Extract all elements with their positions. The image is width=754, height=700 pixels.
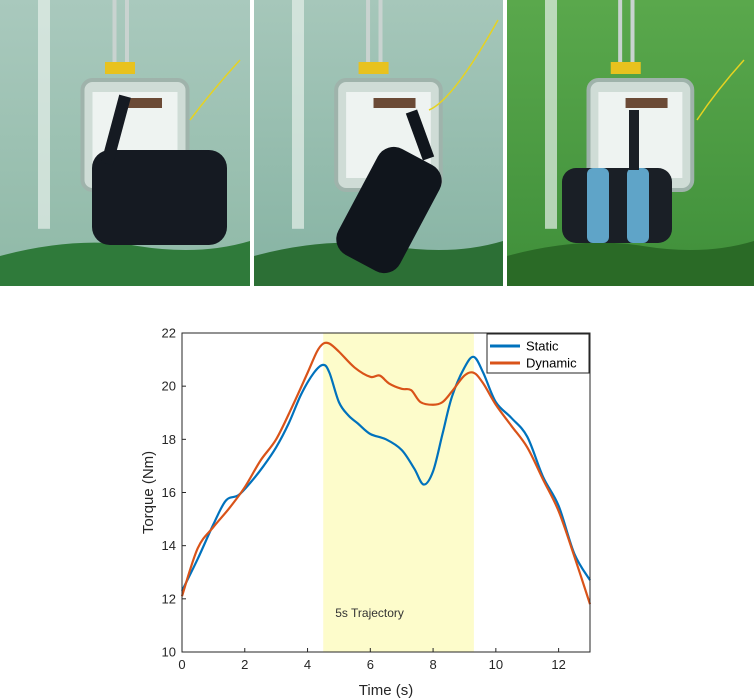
legend-box (486, 333, 590, 374)
trajectory-shaded-region (323, 333, 474, 652)
x-tick-label: 10 (489, 657, 503, 672)
robot-grasp-photo-3 (507, 0, 754, 286)
x-tick-label: 12 (551, 657, 565, 672)
robot-grasp-photo-1 (0, 0, 250, 286)
x-tick-label: 2 (241, 657, 248, 672)
x-tick-label: 0 (178, 657, 185, 672)
series-line-static (181, 355, 591, 592)
x-axis-label: Time (s) (359, 682, 413, 699)
series-line-dynamic (180, 341, 592, 605)
y-tick-label: 20 (162, 379, 176, 394)
y-axis-label: Torque (Nm) (140, 451, 157, 534)
legend-label-static: Static (526, 339, 559, 354)
y-tick-label: 12 (162, 591, 176, 606)
legend: Static Dynamic (486, 333, 590, 374)
robot-grasp-photo-2 (254, 0, 503, 286)
x-tick-label: 4 (304, 657, 311, 672)
legend-label-dynamic: Dynamic (526, 356, 577, 371)
y-tick-label: 18 (162, 432, 176, 447)
shaded-region-label: 5s Trajectory (335, 606, 404, 620)
y-tick-label: 16 (162, 485, 176, 500)
y-tick-label: 14 (162, 538, 176, 553)
y-tick-label: 10 (162, 645, 176, 660)
series-layer (180, 341, 592, 605)
ticks-layer: 0 2 4 6 8 10 12 10 12 14 16 18 20 22 (162, 326, 566, 673)
y-tick-label: 22 (162, 326, 176, 341)
x-tick-label: 8 (429, 657, 436, 672)
x-tick-label: 6 (367, 657, 374, 672)
